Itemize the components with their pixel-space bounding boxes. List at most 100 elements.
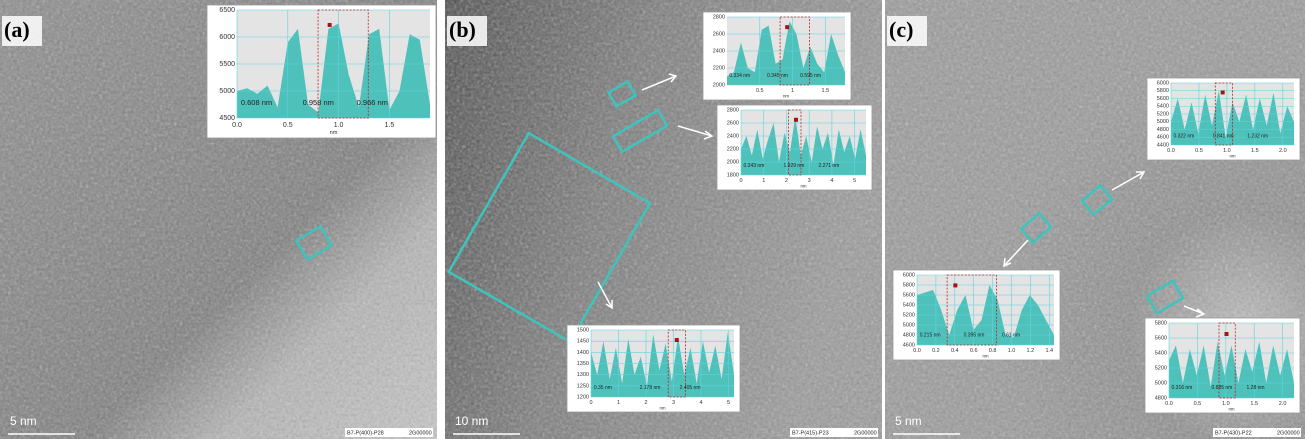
region-box xyxy=(294,224,334,262)
y-tick-label: 2600 xyxy=(713,31,725,37)
x-tick-label: 0.5 xyxy=(283,122,293,129)
x-axis-label: nm xyxy=(1228,407,1234,412)
selection xyxy=(788,109,802,176)
x-tick-label: 5 xyxy=(853,178,856,184)
x-tick-label: 1 xyxy=(762,178,765,184)
x-tick-label: 1.0 xyxy=(1222,401,1230,407)
y-tick-label: 5800 xyxy=(1155,320,1167,326)
footer-text: B7-P(400)-P28 xyxy=(347,430,384,436)
x-axis-label: nm xyxy=(1229,154,1235,159)
profile-area xyxy=(741,116,866,175)
y-tick-label: 5000 xyxy=(1157,119,1169,125)
region-box xyxy=(1019,211,1053,245)
x-tick-label: 1.5 xyxy=(1251,148,1259,154)
measurement-label: 0.215 nm xyxy=(920,333,941,339)
x-tick-label: 1.0 xyxy=(334,122,344,129)
y-tick-label: 5400 xyxy=(1155,350,1167,356)
profile-area xyxy=(727,21,845,85)
measurement-label: 2.405 nm xyxy=(680,385,701,391)
x-tick-label: 0.0 xyxy=(1165,401,1173,407)
x-tick-label: 0 xyxy=(589,400,592,406)
y-tick-label: 2000 xyxy=(727,159,739,165)
measurement-label: 0.608 nm xyxy=(241,98,272,107)
measurement-label: 2.271 nm xyxy=(819,163,840,169)
region-box xyxy=(606,79,638,109)
measurement-label: 0.966 nm xyxy=(357,98,388,107)
profile-area xyxy=(1169,341,1294,398)
y-tick-label: 2800 xyxy=(713,14,725,20)
cursor xyxy=(953,283,958,288)
arrow xyxy=(597,281,613,310)
x-axis-label: nm xyxy=(330,130,338,136)
y-tick-label: 5800 xyxy=(903,282,915,288)
x-tick-label: 0.2 xyxy=(932,348,940,354)
y-tick-label: 5600 xyxy=(1155,335,1167,341)
panel-label: (a) xyxy=(4,17,30,42)
region-box xyxy=(611,108,669,154)
selection xyxy=(667,329,686,398)
x-tick-label: 2 xyxy=(644,400,647,406)
y-tick-label: 1300 xyxy=(577,372,589,378)
profile-area xyxy=(237,23,430,118)
x-tick-label: 0.4 xyxy=(951,348,959,354)
x-tick-label: 0.6 xyxy=(970,348,978,354)
region-box xyxy=(1145,279,1185,315)
y-tick-label: 5500 xyxy=(219,61,235,68)
scale-bar-label: 10 nm xyxy=(455,414,488,428)
y-tick-label: 2000 xyxy=(713,82,725,88)
selection xyxy=(1214,82,1233,146)
y-tick-label: 5200 xyxy=(903,312,915,318)
measurement-label: 0.322 nm xyxy=(1173,134,1194,140)
panel-label: (b) xyxy=(449,17,476,42)
x-tick-label: 0.0 xyxy=(1167,148,1175,154)
y-tick-label: 5400 xyxy=(1157,104,1169,110)
x-axis-label: nm xyxy=(783,94,789,99)
x-axis-label: nm xyxy=(659,406,665,411)
y-tick-label: 4800 xyxy=(903,332,915,338)
label-bg xyxy=(2,16,42,46)
y-tick-label: 2400 xyxy=(727,133,739,139)
arrow xyxy=(677,125,714,140)
y-tick-label: 6000 xyxy=(219,34,235,41)
measurement-label: 0.395 nm xyxy=(964,333,985,339)
measurement-label: 0.595 nm xyxy=(800,73,821,79)
selection xyxy=(779,16,810,86)
measurement-label: 0.343 nm xyxy=(744,163,765,169)
x-tick-label: 1.5 xyxy=(385,122,395,129)
x-tick-label: 4 xyxy=(830,178,833,184)
arrows xyxy=(597,73,1206,318)
x-tick-label: 1.2 xyxy=(1027,348,1035,354)
arrow xyxy=(641,73,678,91)
y-tick-label: 1350 xyxy=(577,361,589,367)
y-tick-label: 6000 xyxy=(1157,80,1169,86)
y-tick-label: 5600 xyxy=(903,292,915,298)
measurement-label: 0.958 nm xyxy=(303,98,334,107)
footer-box xyxy=(345,428,433,437)
x-tick-label: 0.0 xyxy=(913,348,921,354)
x-tick-label: 0.5 xyxy=(1194,401,1202,407)
measurement-label: 0.35 nm xyxy=(594,385,612,391)
footer-text: 2G00000 xyxy=(854,430,877,436)
cursor xyxy=(794,117,798,122)
arrow xyxy=(1003,239,1029,268)
x-tick-label: 1.5 xyxy=(822,88,830,94)
label-bg xyxy=(887,16,927,46)
measurement-label: 0.316 nm xyxy=(1172,385,1193,391)
y-tick-label: 6500 xyxy=(219,7,235,14)
y-tick-label: 4400 xyxy=(1157,142,1169,148)
cursor xyxy=(674,338,679,343)
x-tick-label: 3 xyxy=(808,178,811,184)
y-tick-label: 4600 xyxy=(903,342,915,348)
y-tick-label: 4600 xyxy=(1157,135,1169,141)
x-axis-label: nm xyxy=(982,354,988,359)
y-tick-label: 5200 xyxy=(1155,365,1167,371)
x-tick-label: 4 xyxy=(699,400,702,406)
y-tick-label: 2200 xyxy=(713,65,725,71)
y-tick-label: 1450 xyxy=(577,339,589,345)
selection xyxy=(946,274,997,346)
y-tick-label: 2800 xyxy=(727,107,739,113)
footer-text: B7-P(430)-P22 xyxy=(1215,430,1252,436)
y-tick-label: 4800 xyxy=(1157,127,1169,133)
measurement-label: 1.929 nm xyxy=(784,163,805,169)
